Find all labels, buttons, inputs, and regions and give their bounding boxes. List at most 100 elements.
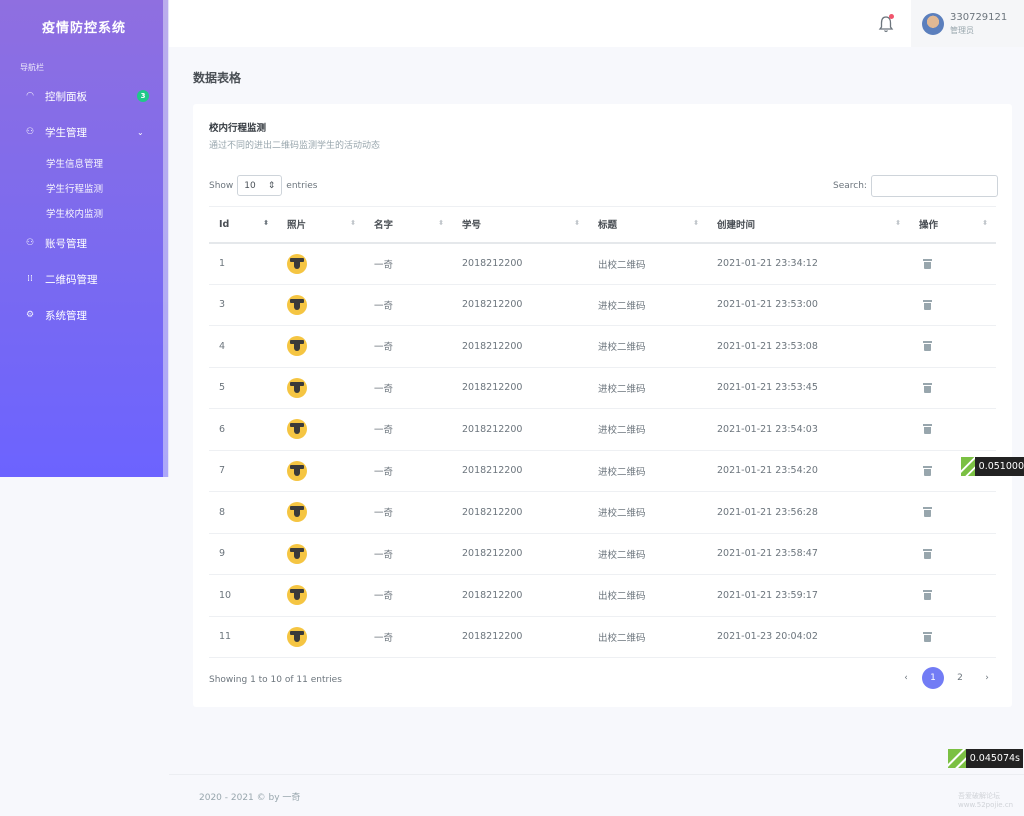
column-header-id[interactable]: Id ⬍ (209, 206, 277, 244)
cell-created: 2021-01-21 23:58:47 (707, 533, 909, 575)
cell-id: 3 (209, 284, 277, 326)
data-table-card: 校内行程监测 通过不同的进出二维码监测学生的活动动态 Show 10 ⇕ ent… (193, 104, 1012, 707)
gear-icon: ⚙ (25, 310, 35, 320)
page-length-control: Show 10 ⇕ entries (209, 175, 318, 196)
cell-actions (909, 284, 996, 326)
timing-badge: 0.051000 (961, 457, 1024, 476)
cell-created: 2021-01-21 23:53:45 (707, 367, 909, 409)
cell-photo (277, 616, 364, 658)
table-row: 4 一奇 2018212200 进校二维码 2021-01-21 23:53:08 (209, 325, 996, 368)
cell-name: 一奇 (364, 367, 452, 409)
delete-icon[interactable] (923, 631, 932, 642)
sidebar-item-dashboard[interactable]: ◠ 控制面板 3 (0, 78, 168, 114)
notification-dot (889, 14, 894, 19)
column-header-title[interactable]: 标题 ⬍ (588, 206, 707, 244)
cell-name: 一奇 (364, 533, 452, 575)
table-row: 5 一奇 2018212200 进校二维码 2021-01-21 23:53:45 (209, 367, 996, 409)
pagination: ‹ 1 2 › (890, 667, 998, 689)
sidebar-item-student-management[interactable]: ⚇ 学生管理 ⌄ (0, 114, 168, 150)
sidebar-subitem-student-info[interactable]: 学生信息管理 (46, 158, 104, 170)
delete-icon[interactable] (923, 424, 932, 435)
delete-icon[interactable] (923, 507, 932, 518)
student-avatar-icon (287, 585, 307, 606)
user-role: 管理员 (950, 26, 974, 35)
cell-student-no: 2018212200 (452, 574, 588, 617)
sidebar-subitem-campus-monitor[interactable]: 学生校内监测 (46, 208, 104, 220)
sidebar-item-label: 控制面板 (45, 90, 87, 103)
cell-title: 进校二维码 (588, 408, 707, 451)
cell-student-no: 2018212200 (452, 491, 588, 534)
page-size-select[interactable]: 10 ⇕ (237, 175, 283, 196)
delete-icon[interactable] (923, 341, 932, 352)
column-header-student-no[interactable]: 学号 ⬍ (452, 206, 588, 244)
timing-value: 0.045074s (969, 753, 1020, 764)
sidebar-subitem-student-trips[interactable]: 学生行程监测 (46, 183, 104, 195)
column-header-photo[interactable]: 照片 ⬍ (277, 206, 364, 244)
user-menu[interactable]: 330729121 管理员 (911, 0, 1024, 47)
page-1-button[interactable]: 1 (922, 667, 944, 689)
sidebar-item-label: 账号管理 (45, 237, 87, 250)
user-name: 330729121 (950, 12, 1008, 23)
cell-id: 10 (209, 574, 277, 617)
cell-photo (277, 284, 364, 326)
column-header-created[interactable]: 创建时间 ⬍ (707, 206, 909, 244)
previous-page-button[interactable]: ‹ (904, 673, 908, 683)
sidebar-item-system-management[interactable]: ⚙ 系统管理 (0, 297, 168, 333)
page-2-button[interactable]: 2 (957, 673, 963, 683)
cell-student-no: 2018212200 (452, 284, 588, 326)
cell-name: 一奇 (364, 284, 452, 326)
records-table: Id ⬍ 照片 ⬍ 名字 ⬍ 学号 ⬍ 标题 ⬍ 创建时间 ⬍ 操作 ⬍ 1 一奇 2018212… (209, 206, 996, 658)
show-label: Show (209, 180, 234, 191)
search-control: Search: (833, 175, 998, 197)
watermark: 吾爱破解论坛 www.52pojie.cn (958, 792, 1014, 809)
delete-icon[interactable] (923, 299, 932, 310)
brand-title[interactable]: 疫情防控系统 (41, 20, 126, 36)
updown-icon: ⇕ (267, 180, 276, 191)
column-header-name[interactable]: 名字 ⬍ (364, 206, 452, 244)
delete-icon[interactable] (923, 590, 932, 601)
delete-icon[interactable] (923, 465, 932, 476)
delete-icon[interactable] (923, 258, 932, 269)
sort-icon: ⬍ (895, 219, 901, 227)
table-header-row: Id ⬍ 照片 ⬍ 名字 ⬍ 学号 ⬍ 标题 ⬍ 创建时间 ⬍ 操作 ⬍ (209, 206, 996, 244)
sort-icon: ⬍ (574, 219, 580, 227)
student-avatar-icon (287, 419, 307, 440)
cell-title: 进校二维码 (588, 284, 707, 326)
sidebar-item-qr-management[interactable]: ⁞⁞ 二维码管理 (0, 261, 168, 297)
cell-name: 一奇 (364, 574, 452, 617)
sidebar: 疫情防控系统 导航栏 ◠ 控制面板 3 ⚇ 学生管理 ⌄ 学生信息管理 学生行程… (0, 0, 168, 477)
table-info: Showing 1 to 10 of 11 entries (209, 675, 342, 685)
cell-actions (909, 491, 996, 534)
cell-title: 出校二维码 (588, 574, 707, 617)
nav-caption: 导航栏 (20, 63, 44, 72)
sidebar-item-label: 学生管理 (45, 126, 87, 139)
sidebar-item-account-management[interactable]: ⚇ 账号管理 (0, 225, 168, 261)
cell-actions (909, 367, 996, 409)
avatar (922, 13, 944, 35)
cell-student-no: 2018212200 (452, 616, 588, 658)
cell-name: 一奇 (364, 325, 452, 368)
student-avatar-icon (287, 336, 307, 357)
delete-icon[interactable] (923, 382, 932, 393)
cell-student-no: 2018212200 (452, 450, 588, 492)
cell-id: 4 (209, 325, 277, 368)
cell-created: 2021-01-21 23:53:08 (707, 325, 909, 368)
search-label: Search: (833, 181, 867, 191)
cell-id: 9 (209, 533, 277, 575)
search-input[interactable] (870, 175, 998, 197)
next-page-button[interactable]: › (985, 673, 989, 683)
cell-actions (909, 408, 996, 451)
cell-id: 8 (209, 491, 277, 534)
column-header-actions[interactable]: 操作 ⬍ (909, 206, 996, 244)
sort-icon: ⬍ (693, 219, 699, 227)
sort-icon: ⬍ (350, 219, 356, 227)
delete-icon[interactable] (923, 548, 932, 559)
cell-student-no: 2018212200 (452, 533, 588, 575)
table-row: 6 一奇 2018212200 进校二维码 2021-01-21 23:54:03 (209, 408, 996, 451)
timing-badge: 0.045074s (948, 749, 1023, 768)
sidebar-item-label: 二维码管理 (45, 273, 98, 286)
sidebar-scrollbar[interactable] (163, 0, 169, 477)
cell-photo (277, 408, 364, 451)
cell-title: 进校二维码 (588, 367, 707, 409)
users-icon: ⚇ (25, 127, 35, 137)
